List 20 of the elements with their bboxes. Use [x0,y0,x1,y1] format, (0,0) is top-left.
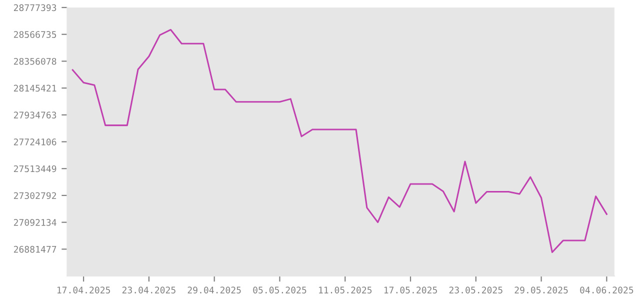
x-tick-label: 29.05.2025 [514,286,568,294]
y-tick-label: 28777393 [14,4,56,12]
line-series [72,28,608,254]
y-tick-label: 27724106 [14,138,56,146]
x-tick-label: 29.04.2025 [188,286,241,294]
x-tick-label: 23.05.2025 [449,286,502,294]
y-tick-label: 27513449 [14,165,56,172]
x-tick-label: 17.04.2025 [57,286,110,294]
y-tick-label: 26881477 [14,246,56,253]
y-tick-label: 27302792 [14,192,56,200]
x-tick-label: 23.04.2025 [122,286,176,294]
x-tick-label: 05.05.2025 [253,286,306,294]
y-tick-label: 27092134 [14,219,56,226]
x-tick-label: 04.06.2025 [580,286,634,294]
y-tick-label: 28145421 [14,84,56,92]
y-tick-label: 28566735 [14,31,56,38]
y-tick-label: 28356078 [14,58,56,65]
x-tick-label: 11.05.2025 [319,286,372,294]
y-tick-label: 27934763 [14,112,56,118]
x-tick-label: 17.05.2025 [384,286,437,294]
